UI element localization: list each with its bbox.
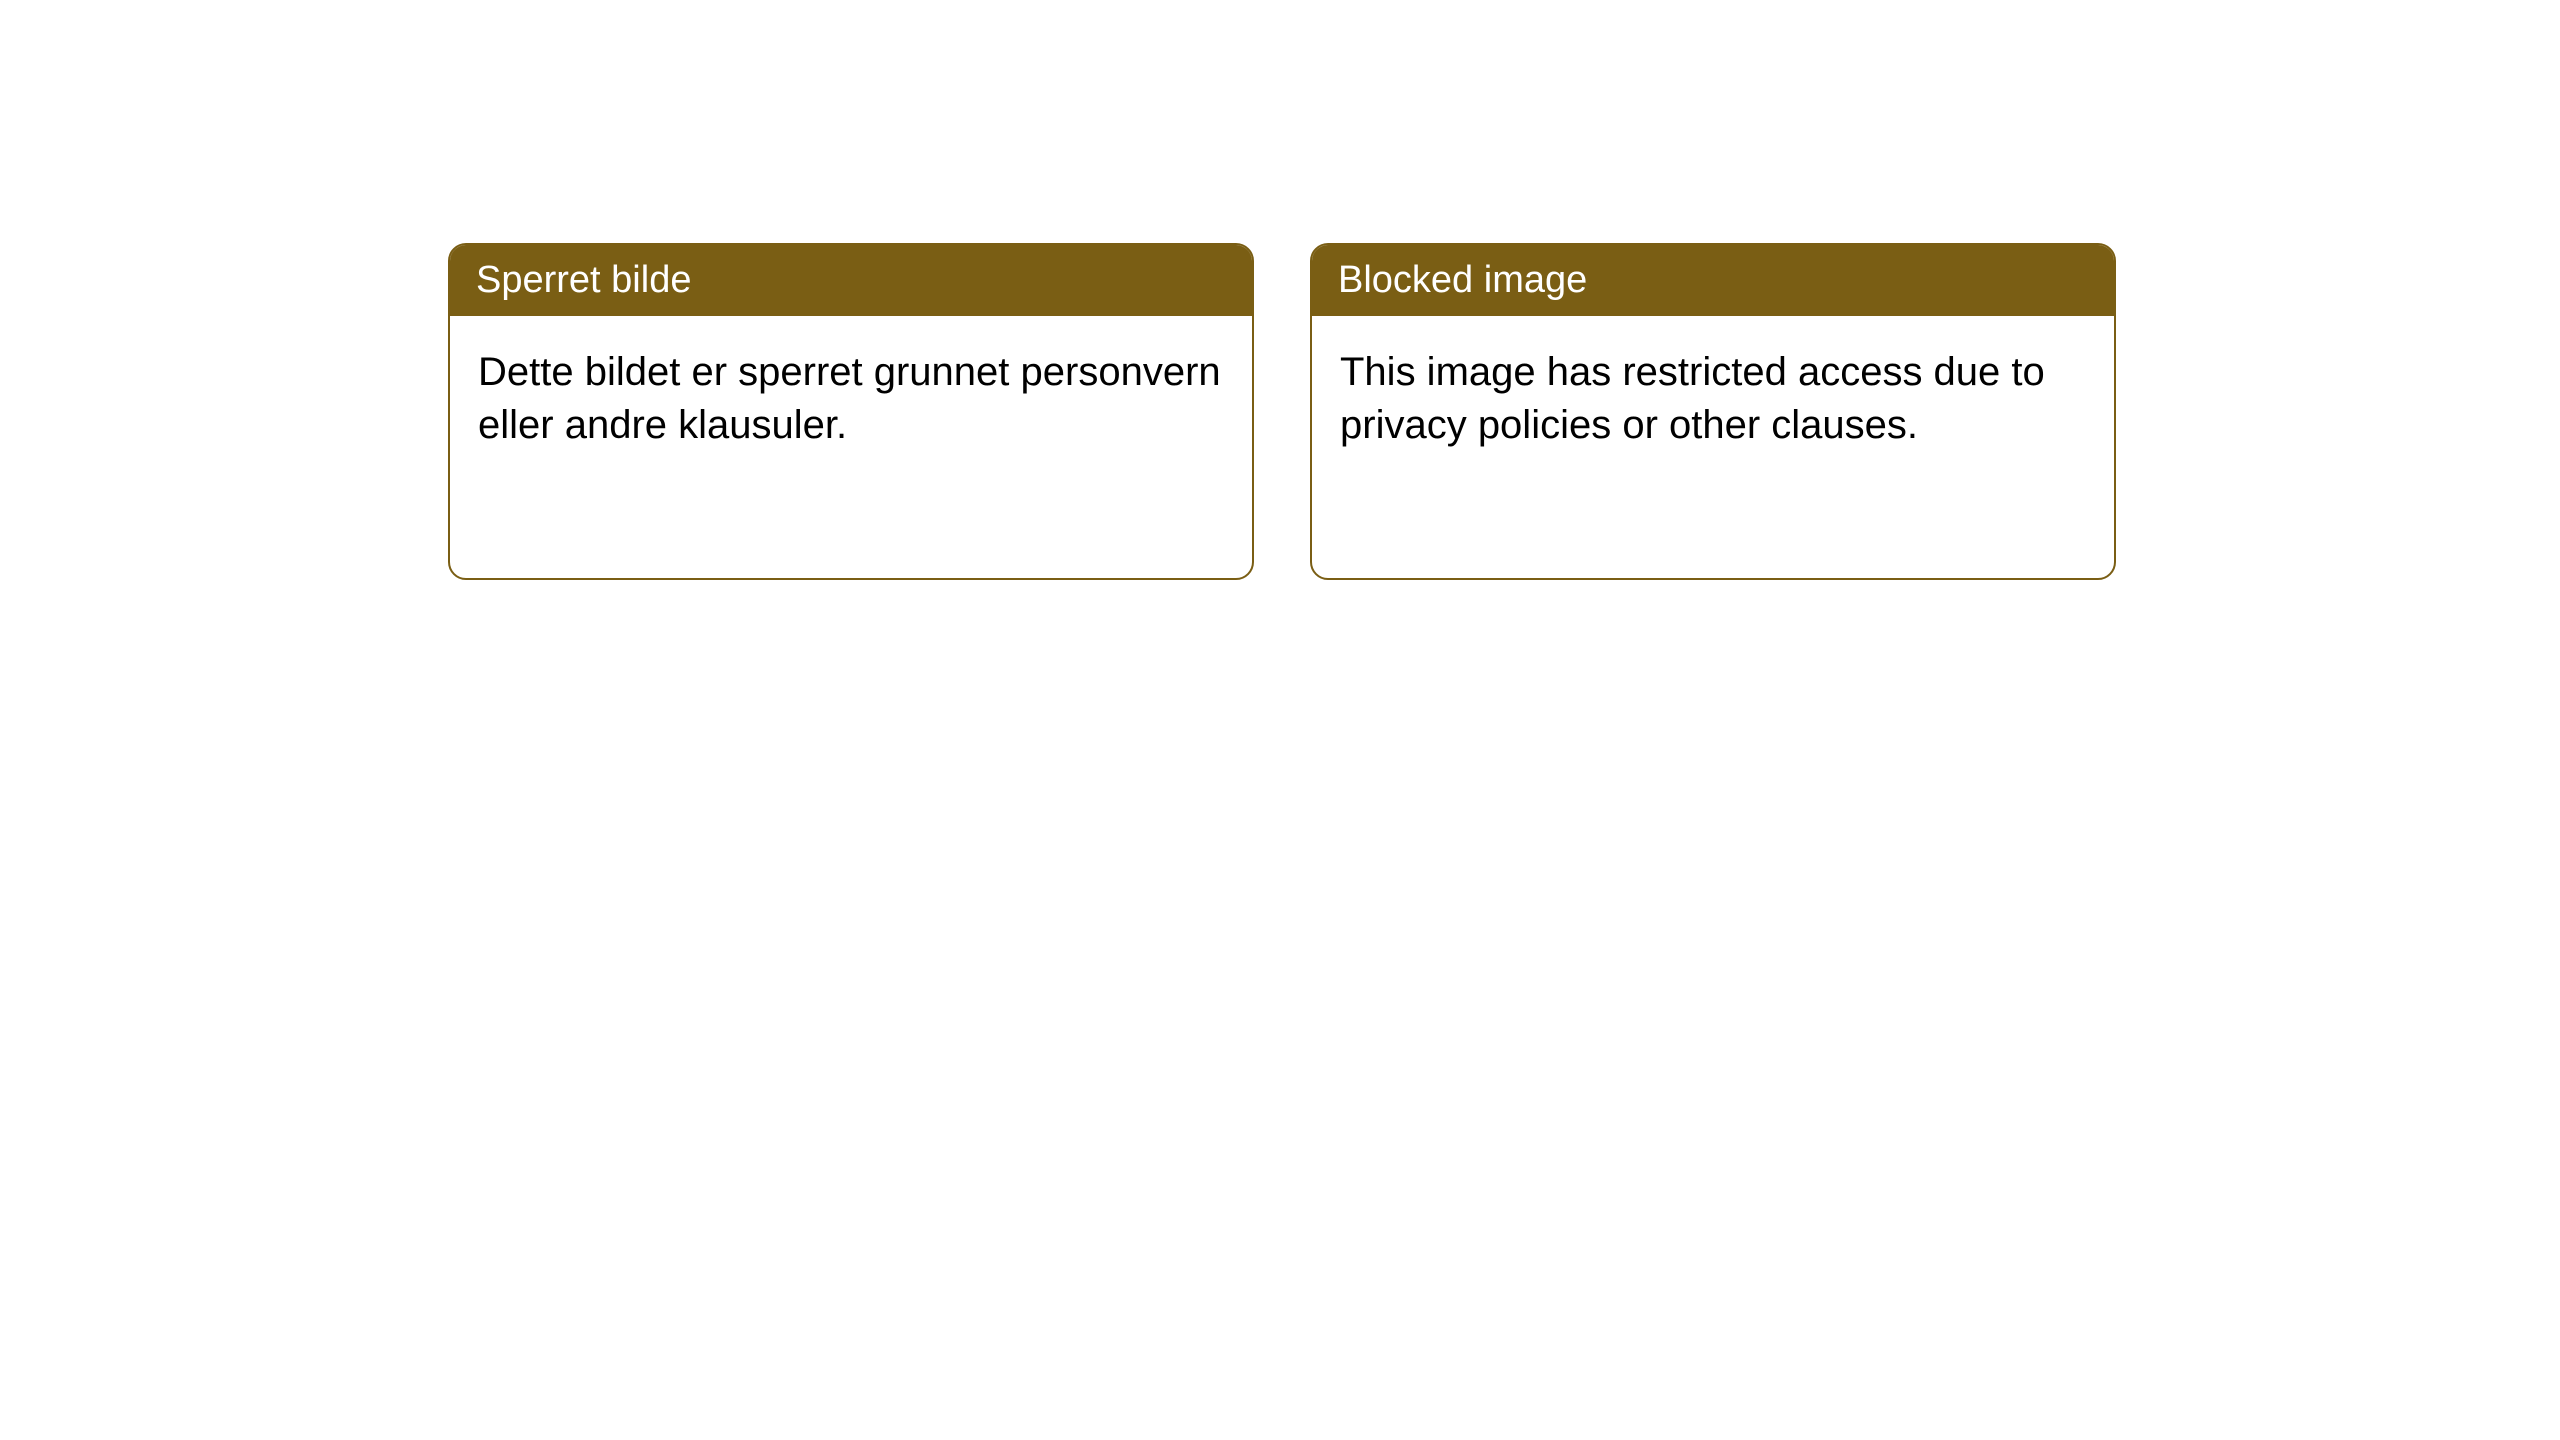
notice-card-norwegian: Sperret bilde Dette bildet er sperret gr… bbox=[448, 243, 1254, 580]
notice-header: Sperret bilde bbox=[450, 245, 1252, 316]
notice-body: This image has restricted access due to … bbox=[1312, 316, 2114, 482]
notice-card-english: Blocked image This image has restricted … bbox=[1310, 243, 2116, 580]
notice-container: Sperret bilde Dette bildet er sperret gr… bbox=[448, 243, 2116, 580]
notice-body: Dette bildet er sperret grunnet personve… bbox=[450, 316, 1252, 482]
notice-header: Blocked image bbox=[1312, 245, 2114, 316]
